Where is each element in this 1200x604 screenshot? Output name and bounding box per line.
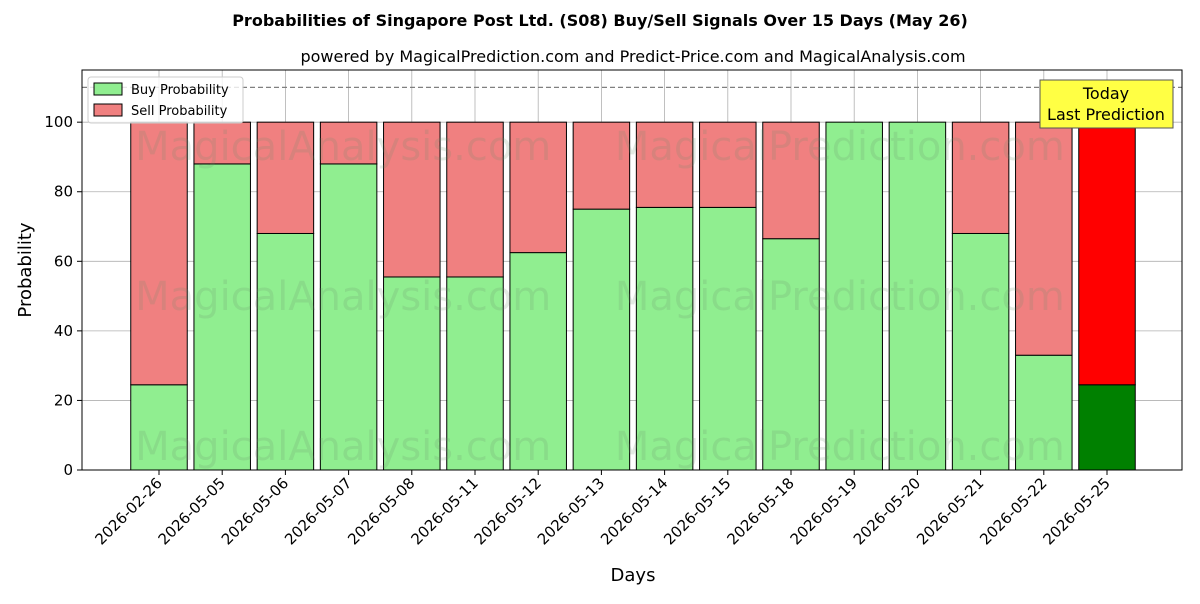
bar-buy — [825, 121, 883, 471]
x-axis-label: Days — [611, 565, 656, 586]
bar-buy — [1078, 384, 1136, 471]
watermark-middle: MagicalAnalysis.com MagicalPrediction.co… — [135, 274, 1065, 320]
bar-sell — [572, 121, 631, 210]
x-tick-label: 2026-05-18 — [723, 474, 797, 548]
bar-buy — [699, 206, 757, 471]
x-tick-label: 2026-05-14 — [597, 474, 671, 548]
y-tick-label: 80 — [54, 183, 73, 201]
x-tick-label: 2026-05-15 — [660, 474, 734, 548]
chart-title: Probabilities of Singapore Post Ltd. (S0… — [232, 11, 968, 30]
bar-buy — [635, 206, 694, 471]
watermarks: MagicalAnalysis.com MagicalPrediction.co… — [135, 124, 1065, 470]
legend-swatch-sell — [93, 103, 123, 117]
bar-buy — [446, 276, 504, 471]
bar-sell — [951, 121, 1010, 234]
chart-subtitle: powered by MagicalPrediction.com and Pre… — [300, 47, 965, 66]
x-tick-label: 2026-05-08 — [344, 474, 418, 548]
x-tick-label: 2026-05-05 — [155, 474, 229, 548]
x-tick-label: 2026-05-13 — [534, 474, 608, 548]
bar-buy — [319, 163, 378, 471]
y-tick-label: 100 — [44, 113, 73, 131]
bar-sell — [635, 121, 694, 208]
x-tick-label: 2026-05-25 — [1039, 474, 1113, 548]
legend-label-buy: Buy Probability — [131, 83, 229, 98]
annotation-line1: Today — [1082, 84, 1129, 103]
plot-frame — [81, 69, 1183, 471]
bar-buy — [888, 121, 947, 471]
bar-sell — [699, 121, 757, 208]
bar-sell — [383, 121, 441, 278]
today-annotation: Today Last Prediction — [1039, 79, 1174, 129]
annotation-line2: Last Prediction — [1047, 105, 1165, 124]
bar-buy — [509, 252, 567, 471]
legend-swatch-buy — [93, 82, 123, 96]
legend-label-sell: Sell Probability — [131, 104, 228, 119]
y-tick-label: 0 — [63, 461, 73, 479]
x-tick-label: 2026-05-11 — [407, 474, 481, 548]
bar-buy — [951, 232, 1010, 471]
bar-sell — [256, 121, 315, 234]
bar-buy — [383, 276, 441, 471]
x-tick-label: 2026-02-26 — [91, 474, 165, 548]
bar-sell — [1078, 121, 1136, 386]
y-tick-label: 40 — [54, 322, 73, 340]
bar-buy — [572, 208, 631, 471]
x-axis-ticks: 2026-02-262026-05-052026-05-062026-05-07… — [91, 470, 1114, 548]
watermark-top: MagicalAnalysis.com MagicalPrediction.co… — [135, 124, 1065, 170]
bar-sell — [130, 121, 188, 386]
bar-sell — [446, 121, 504, 278]
legend-box — [87, 76, 244, 124]
y-tick-label: 20 — [54, 391, 73, 409]
x-tick-label: 2026-05-20 — [850, 474, 924, 548]
bar-sell — [762, 121, 820, 240]
bars — [130, 121, 1136, 471]
bar-buy — [762, 238, 820, 471]
watermark-bottom: MagicalAnalysis.com MagicalPrediction.co… — [135, 424, 1065, 470]
legend: Buy Probability Sell Probability — [87, 76, 244, 124]
y-axis-label: Probability — [15, 222, 36, 317]
bar-buy — [256, 232, 315, 471]
x-tick-label: 2026-05-07 — [281, 474, 355, 548]
bar-sell — [1015, 121, 1073, 356]
x-tick-label: 2026-05-22 — [976, 474, 1050, 548]
bar-sell — [319, 121, 378, 165]
annotation-box — [1039, 79, 1174, 129]
x-tick-label: 2026-05-19 — [787, 474, 861, 548]
x-tick-label: 2026-05-21 — [913, 474, 987, 548]
y-tick-label: 60 — [54, 252, 73, 270]
bar-buy — [193, 163, 251, 471]
x-tick-label: 2026-05-12 — [471, 474, 545, 548]
bar-sell — [509, 121, 567, 254]
y-axis-ticks: 0 20 40 60 80 100 — [44, 113, 82, 479]
x-tick-label: 2026-05-06 — [218, 474, 292, 548]
